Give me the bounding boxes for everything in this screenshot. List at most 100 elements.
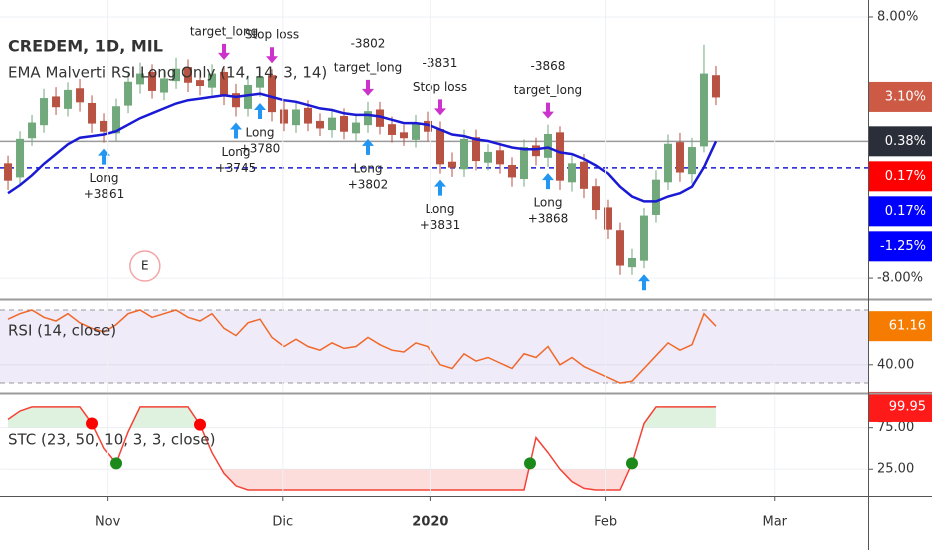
candle-body [184,67,193,83]
signal-label: target_long [514,83,582,97]
candle-body [148,71,157,91]
zone-fill [8,469,716,490]
candle-body [16,138,25,178]
rsi-title: RSI (14, close) [8,322,116,340]
signal-label: Stop loss [245,28,299,42]
signal-label: +3780 [240,141,281,155]
signal-arrow [433,99,446,116]
x-tick-label: Mar [763,515,788,530]
signal-label: -3802 [351,36,386,50]
value-badge-label: 3.10% [885,89,926,104]
pane [0,309,868,384]
y-tick-label: 40.00 [877,357,914,372]
rsi-band [0,310,868,384]
candle-body [639,215,648,261]
pane: Long+3861Long+3745Long+3780Long+3802Long… [0,16,868,311]
value-badge-label: 99.95 [889,399,926,414]
x-tick-label: 2020 [412,515,448,530]
value-badge [869,126,932,157]
signal-label: +3831 [420,218,461,232]
signal-arrow [254,102,267,119]
signal-arrow [218,43,231,60]
candle-body [232,93,241,108]
signal-dot [110,457,123,470]
candle-body [160,78,169,93]
candle-body [651,179,660,215]
candle-body [555,132,564,181]
signal-label: Long [245,125,274,139]
x-tick-label: Feb [594,515,617,530]
signal-dot [523,457,536,470]
signal-label: Long [90,171,119,185]
candle-body [268,75,277,113]
symbol-title: CREDEM, 1D, MIL [8,37,163,56]
stc-title: STC (23, 50, 10, 3, 3, close) [8,431,215,449]
signal-label: -3868 [531,59,566,73]
signal-arrow [98,148,111,165]
signal-label: +3745 [216,161,257,175]
value-badge [869,161,932,192]
candle-body [711,75,720,98]
candle-body [364,111,373,126]
signal-label: target_long [190,24,258,38]
value-badge-label: 61.16 [889,319,926,334]
candle-body [687,147,696,175]
candle-body [40,98,49,126]
indicator-title: EMA Malverti RSI Long Only (14, 14, 3, 1… [8,64,327,82]
candle-body [447,161,456,168]
candle-body [663,143,672,183]
candle-body [304,107,313,124]
candle-body [412,122,421,140]
candle-body [483,151,492,163]
y-tick-label: 75.00 [877,420,914,435]
candle-body [28,122,37,139]
candle-body [52,96,61,108]
signal-label: Long [533,196,562,210]
value-badge [869,311,932,342]
candle-body [519,147,528,180]
candle-body [675,142,684,173]
signal-label: +3861 [84,187,125,201]
y-tick-label: 25.00 [877,462,914,477]
signal-arrow [433,179,446,196]
ema-line [7,92,718,203]
candle-body [471,137,480,162]
y-tick-label: 8.00% [877,9,918,24]
candle-body [280,109,289,124]
signal-arrow [362,79,375,96]
signal-arrow [541,173,554,190]
candle-body [388,124,397,135]
candle-body [543,133,552,158]
signal-label: Long [425,202,454,216]
zone-fill [8,406,716,428]
plot-layer: Long+3861Long+3745Long+3780Long+3802Long… [0,0,932,530]
candle-body [591,186,600,211]
indicator-line [7,309,717,384]
signal-label: Long [221,145,250,159]
candle-body [316,120,325,129]
candle-body [567,163,576,183]
value-badge [869,81,932,112]
pane [0,406,868,491]
signal-dot [86,417,99,430]
signal-label: Long [629,297,658,311]
candle-body [352,122,361,134]
candle-body [459,138,468,170]
candle-body [88,102,97,124]
candle-body [615,230,624,266]
candle-body [400,132,409,139]
x-tick-label: Nov [95,515,121,530]
signal-label: target_long [334,60,402,74]
signal-label: -3831 [423,56,458,70]
indicator-line [7,406,716,491]
y-tick-label: -8.00% [877,271,923,286]
value-badge [869,196,932,227]
candle-body [627,258,636,268]
candle-body [208,73,217,88]
candle-body [495,150,504,165]
candle-body [579,161,588,189]
candle-body [64,89,73,109]
event-marker [129,250,161,282]
value-badge [869,391,932,422]
